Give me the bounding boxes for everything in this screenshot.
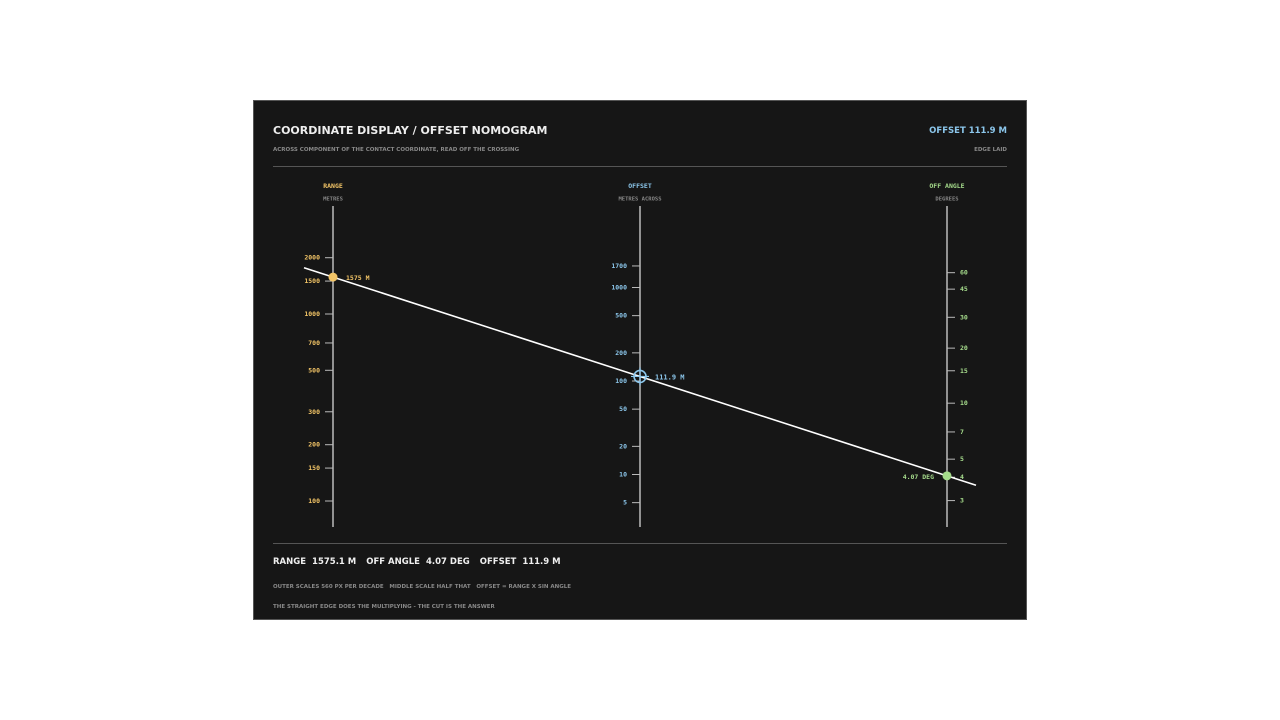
tick-label: 1000 bbox=[611, 284, 627, 292]
scale-name: RANGE bbox=[323, 182, 343, 190]
tick-label: 15 bbox=[960, 367, 968, 375]
scale-name: OFFSET bbox=[628, 182, 652, 190]
tick-label: 200 bbox=[615, 349, 627, 357]
readout-label: OFF ANGLE bbox=[366, 557, 420, 567]
tick-label: 10 bbox=[619, 471, 627, 479]
tick-label: 2000 bbox=[304, 254, 320, 262]
tick-label: 3 bbox=[960, 497, 964, 505]
header-readout: OFFSET 111.9 M bbox=[929, 126, 1007, 136]
tick-label: 45 bbox=[960, 285, 968, 293]
tick-label: 700 bbox=[308, 339, 320, 347]
scale-unit: METRES ACROSS bbox=[618, 197, 661, 203]
readout-label: OFFSET bbox=[479, 557, 517, 567]
tick-label: 300 bbox=[308, 408, 320, 416]
tick-label: 1000 bbox=[304, 310, 320, 318]
range-label: 1575 M bbox=[346, 274, 370, 282]
note: THE STRAIGHT EDGE DOES THE MULTIPLYING -… bbox=[273, 604, 495, 610]
range-marker bbox=[328, 272, 338, 282]
tick-label: 1500 bbox=[304, 277, 320, 285]
tick-label: 5 bbox=[960, 455, 964, 463]
tick-label: 1700 bbox=[611, 262, 627, 270]
readout-value: 111.9 M bbox=[522, 557, 561, 567]
tick-label: 20 bbox=[619, 442, 627, 450]
scale-unit: METRES bbox=[323, 197, 343, 203]
tick-label: 50 bbox=[619, 405, 627, 413]
readout-row: RANGE 1575.1 M OFF ANGLE 4.07 DEG OFFSET 111.… bbox=[273, 557, 561, 567]
tick-label: 100 bbox=[615, 377, 627, 385]
tick-label: 200 bbox=[308, 441, 320, 449]
tick-label: 7 bbox=[960, 428, 964, 436]
angle-marker bbox=[942, 471, 952, 481]
note: OUTER SCALES 560 PX PER DECADE MIDDLE SC… bbox=[273, 584, 572, 590]
readout-label: RANGE bbox=[273, 557, 307, 567]
tick-label: 5 bbox=[623, 499, 627, 507]
title: COORDINATE DISPLAY / OFFSET NOMOGRAM bbox=[273, 124, 548, 137]
scale-name: OFF ANGLE bbox=[929, 182, 964, 190]
scale-unit: DEGREES bbox=[935, 197, 958, 203]
tick-label: 500 bbox=[308, 366, 320, 374]
subtitle: ACROSS COMPONENT OF THE CONTACT COORDINA… bbox=[273, 147, 520, 153]
offset-marker bbox=[631, 367, 649, 386]
tick-label: 30 bbox=[960, 313, 968, 321]
tick-label: 10 bbox=[960, 399, 968, 407]
tick-label: 500 bbox=[615, 312, 627, 320]
readout-value: 4.07 DEG bbox=[425, 557, 470, 567]
tick-label: 150 bbox=[308, 464, 320, 472]
tick-label: 60 bbox=[960, 269, 968, 277]
tick-label: 100 bbox=[308, 497, 320, 505]
offset-label: 111.9 M bbox=[655, 373, 685, 381]
readout-value: 1575.1 M bbox=[312, 557, 357, 567]
status: EDGE LAID bbox=[974, 147, 1007, 153]
angle-label: 4.07 DEG bbox=[903, 473, 934, 481]
tick-label: 4 bbox=[960, 473, 964, 481]
tick-label: 20 bbox=[960, 344, 968, 352]
